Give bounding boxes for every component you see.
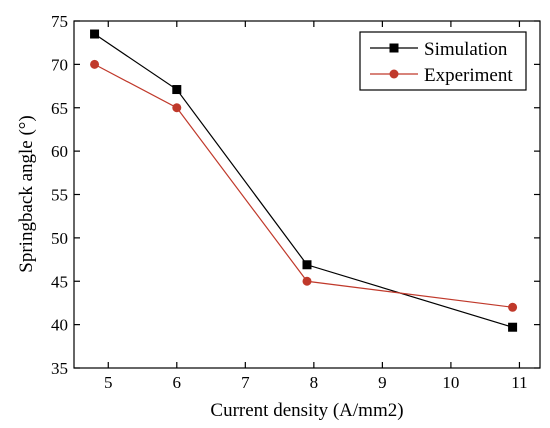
x-tick-label: 7: [241, 373, 250, 392]
x-tick-label: 5: [104, 373, 113, 392]
legend-label-experiment: Experiment: [424, 65, 513, 86]
y-tick-label: 40: [51, 316, 68, 335]
series-line-simulation: [94, 33, 513, 328]
data-point-experiment: [508, 302, 518, 312]
data-point-simulation: [90, 29, 100, 39]
x-tick-label: 9: [378, 373, 387, 392]
legend: Simulation Experiment: [359, 31, 527, 91]
y-tick-label: 35: [51, 359, 68, 378]
x-tick-label: 10: [442, 373, 459, 392]
legend-marker-experiment: [389, 69, 399, 79]
x-tick-label: 6: [173, 373, 182, 392]
series-line-experiment: [94, 63, 513, 308]
legend-marker-simulation: [389, 43, 399, 53]
y-tick-label: 70: [51, 55, 68, 74]
y-axis-label: Springback angle (°): [16, 115, 37, 272]
y-tick-label: 50: [51, 229, 68, 248]
data-point-experiment: [90, 59, 100, 69]
series-layer: [90, 29, 518, 332]
y-tick-label: 75: [51, 12, 68, 31]
data-point-simulation: [172, 85, 182, 95]
data-point-simulation: [302, 260, 312, 270]
y-tick-label: 60: [51, 142, 68, 161]
data-point-simulation: [508, 322, 518, 332]
data-point-experiment: [172, 103, 182, 113]
x-tick-label: 11: [511, 373, 527, 392]
x-axis-label: Current density (A/mm2): [210, 400, 403, 421]
legend-box: [359, 31, 527, 91]
y-tick-label: 55: [51, 186, 68, 205]
legend-label-simulation: Simulation: [424, 39, 508, 60]
y-tick-label: 45: [51, 272, 68, 291]
data-point-experiment: [302, 276, 312, 286]
axis-ticks: 5 6 7 8 9 10 11 35 40 45 50 55 60 65 70 75: [51, 12, 540, 392]
x-tick-label: 8: [310, 373, 319, 392]
y-tick-label: 65: [51, 99, 68, 118]
